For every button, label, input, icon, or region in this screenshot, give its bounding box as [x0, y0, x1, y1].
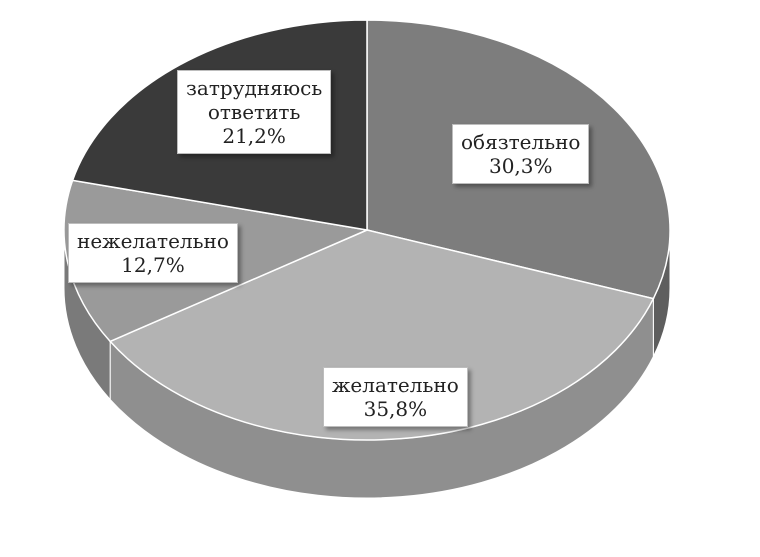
- slice-value-label: 21,2%: [222, 124, 286, 148]
- slice-label-text: ответить: [207, 100, 301, 124]
- slice-label-text: нежелательно: [77, 229, 229, 253]
- slice-value-label: 12,7%: [121, 253, 185, 277]
- slice-label-nezhelatelno: нежелательно 12,7%: [68, 223, 238, 283]
- slice-label-text: обязтельно: [461, 130, 581, 154]
- slice-label-zhelatelno: желательно 35,8%: [323, 367, 468, 427]
- slice-label-obyazatelno: обязтельно 30,3%: [452, 124, 590, 184]
- pie-slice-zhelatelno: [108, 229, 655, 441]
- slice-label-zatrudnyayus: затрудняюсь ответить 21,2%: [177, 70, 332, 154]
- slice-label-text: затрудняюсь: [186, 76, 323, 100]
- slice-value-label: 30,3%: [488, 154, 553, 178]
- slice-label-text: желательно: [332, 373, 459, 397]
- slice-value-label: 35,8%: [363, 397, 428, 421]
